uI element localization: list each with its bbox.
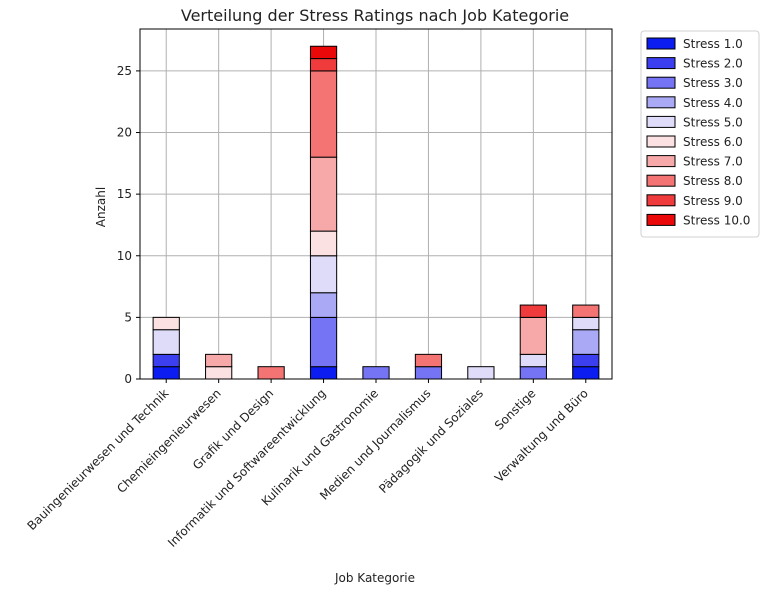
legend-swatch — [646, 155, 676, 168]
y-tick-label: 25 — [117, 64, 132, 78]
bar-segment — [572, 304, 600, 318]
bar-segment — [309, 292, 338, 318]
bar-segment — [152, 329, 180, 355]
bar-segment — [362, 366, 390, 380]
bars-group — [152, 45, 600, 380]
legend-label: Stress 6.0 — [683, 135, 743, 149]
legend-swatch — [646, 115, 676, 128]
bar-segment — [572, 366, 600, 380]
legend-swatch — [646, 76, 676, 89]
bar-segment — [519, 366, 547, 380]
legend-swatch — [646, 135, 676, 148]
bar-segment — [257, 366, 285, 380]
legend-label: Stress 10.0 — [683, 213, 750, 227]
legend-swatch — [646, 174, 676, 187]
legend-swatch — [646, 213, 676, 226]
bar-segment — [309, 230, 338, 257]
x-tick-label: Medien und Journalismus — [317, 386, 434, 503]
y-axis-label: Anzahl — [94, 187, 108, 227]
legend-swatch — [646, 57, 676, 70]
bar-segment — [152, 316, 180, 331]
bar-segment — [572, 329, 600, 355]
legend-swatch — [646, 37, 676, 50]
x-axis-ticks: Bauingenieurwesen und TechnikChemieingen… — [25, 379, 591, 550]
bar-segment — [309, 156, 338, 232]
bar-segment — [519, 304, 547, 318]
y-tick-label: 20 — [117, 126, 132, 140]
y-axis-ticks: 0 5 10 15 20 25 — [117, 64, 140, 386]
legend-label: Stress 5.0 — [683, 115, 743, 129]
bar-segment — [309, 45, 338, 60]
legend-swatch — [646, 96, 676, 109]
chart-title: Verteilung der Stress Ratings nach Job K… — [181, 6, 569, 25]
y-tick-label: 5 — [124, 310, 132, 324]
bar-segment — [152, 353, 180, 368]
legend-label: Stress 1.0 — [683, 37, 743, 51]
bar-segment — [519, 353, 547, 368]
x-tick-label: Pädagogik und Soziales — [376, 386, 486, 496]
legend-swatch — [646, 194, 676, 207]
bar-segment — [152, 366, 180, 380]
bar-segment — [414, 353, 443, 368]
y-tick-label: 10 — [117, 249, 132, 263]
legend-label: Stress 3.0 — [683, 76, 743, 90]
bar-segment — [572, 316, 600, 331]
legend-label: Stress 9.0 — [683, 194, 743, 208]
legend-label: Stress 2.0 — [683, 57, 743, 71]
y-tick-label: 0 — [124, 372, 132, 386]
legend-label: Stress 7.0 — [683, 155, 743, 169]
legend-label: Stress 4.0 — [683, 96, 743, 110]
x-tick-label: Sonstige — [492, 386, 539, 433]
bar-segment — [205, 366, 233, 380]
legend: Stress 1.0 Stress 2.0 Stress 3.0 Stress 4.0… — [640, 30, 760, 238]
bar-segment — [467, 366, 495, 380]
x-tick-label: Verwaltung und Büro — [492, 386, 591, 485]
bar-segment — [309, 58, 338, 72]
bar-segment — [572, 353, 600, 368]
bar-segment — [519, 316, 547, 355]
bar-segment — [309, 316, 338, 368]
bar-segment — [309, 70, 338, 158]
bar-segment — [205, 353, 233, 368]
y-tick-label: 15 — [117, 187, 132, 201]
bar-segment — [309, 255, 338, 294]
legend-label: Stress 8.0 — [683, 174, 743, 188]
bar-segment — [309, 366, 338, 380]
x-axis-label: Job Kategorie — [334, 571, 415, 585]
x-tick-label: Chemieingenieurwesen — [114, 386, 224, 496]
bar-segment — [414, 366, 443, 380]
